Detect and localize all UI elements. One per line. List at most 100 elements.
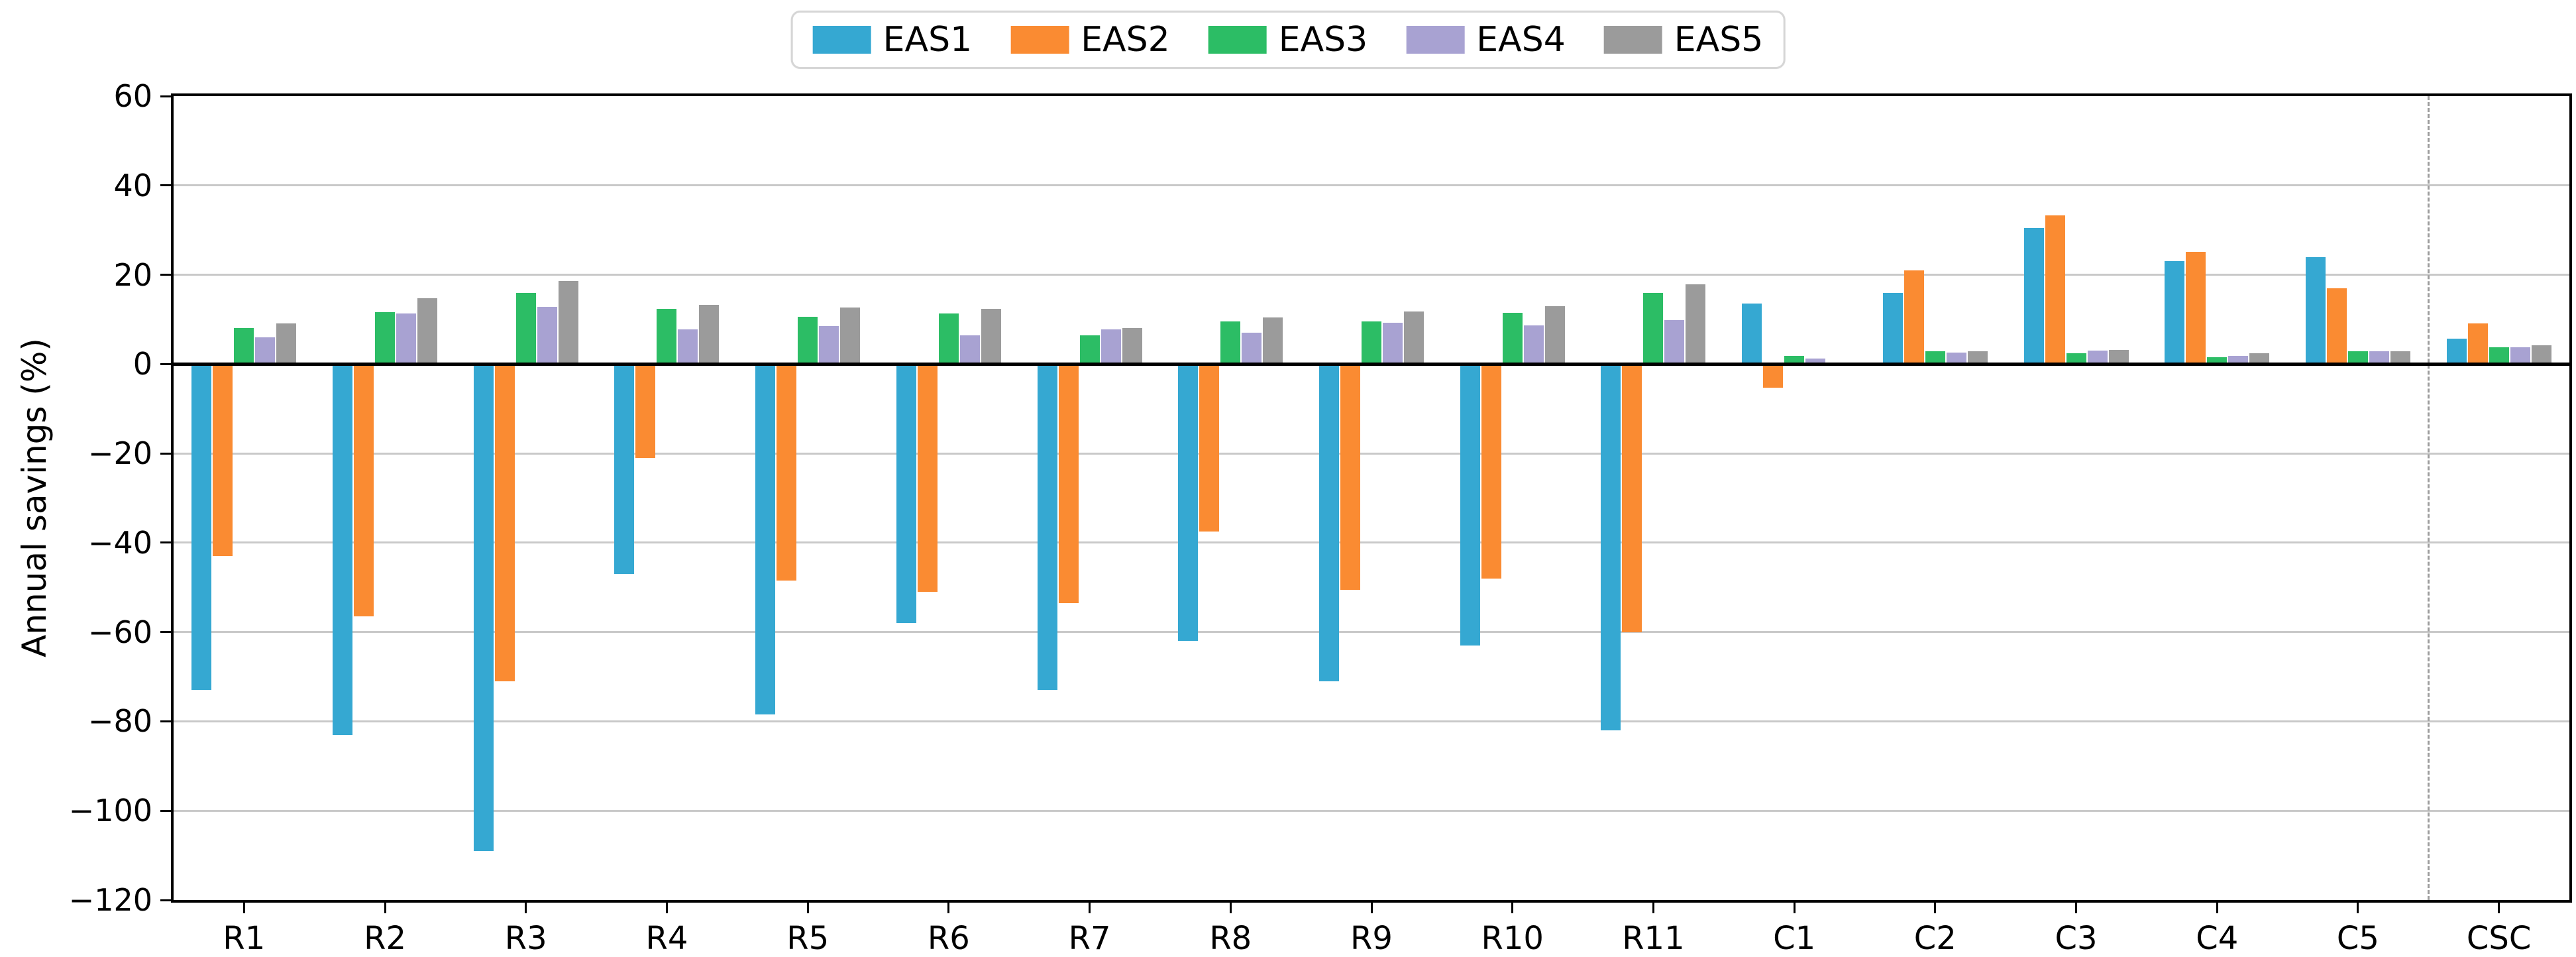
bar-eas4-r7	[1100, 329, 1121, 365]
x-tick-mark	[1652, 903, 1654, 913]
x-tick-label-r9: R9	[1350, 920, 1393, 957]
x-tick-label-r7: R7	[1068, 920, 1111, 957]
bar-eas1-csc	[2446, 338, 2467, 365]
x-tick-label-r8: R8	[1209, 920, 1252, 957]
bar-eas3-r8	[1220, 321, 1241, 365]
x-tick-label-r3: R3	[504, 920, 547, 957]
x-tick-mark	[2216, 903, 2218, 913]
bar-eas3-r2	[375, 312, 396, 365]
legend-item-eas4: EAS4	[1406, 23, 1566, 57]
legend-swatch-icon	[1010, 26, 1069, 54]
x-tick-label-c3: C3	[2055, 920, 2098, 957]
y-tick-mark	[160, 184, 171, 187]
bar-eas4-c1	[1805, 358, 1826, 365]
x-tick-mark	[242, 903, 245, 913]
bar-eas2-c1	[1763, 364, 1784, 388]
bar-eas4-c4	[2228, 355, 2249, 365]
x-tick-label-c2: C2	[1913, 920, 1957, 957]
bar-eas5-r11	[1686, 284, 1706, 365]
x-tick-mark	[665, 903, 668, 913]
x-tick-mark	[1229, 903, 1232, 913]
bar-eas4-r1	[255, 337, 276, 365]
gridline	[174, 184, 2569, 187]
right-axis-spine	[2569, 93, 2572, 903]
bar-eas5-r5	[840, 307, 861, 365]
x-tick-mark	[1793, 903, 1796, 913]
bar-eas5-c2	[1967, 351, 1988, 365]
bar-eas2-r10	[1481, 364, 1501, 579]
x-tick-mark	[947, 903, 950, 913]
y-tick-label: −120	[68, 882, 152, 918]
bar-eas3-r11	[1643, 293, 1664, 365]
legend-item-eas1: EAS1	[812, 20, 973, 60]
x-tick-mark	[1934, 903, 1937, 913]
bar-eas4-c3	[2087, 351, 2108, 365]
bar-eas3-r10	[1502, 312, 1523, 365]
y-tick-mark	[160, 631, 171, 634]
bar-eas5-r7	[1122, 327, 1142, 365]
legend-label: EAS1	[883, 20, 973, 60]
bar-eas1-c4	[2165, 261, 2185, 365]
y-tick-mark	[160, 274, 171, 276]
bar-eas5-c5	[2390, 351, 2410, 365]
x-tick-label-c1: C1	[1773, 920, 1816, 957]
y-axis-title: Annual savings (%)	[15, 338, 54, 657]
y-tick-mark	[160, 452, 171, 455]
x-tick-mark	[2075, 903, 2078, 913]
bar-eas2-r5	[777, 364, 797, 581]
bar-eas4-c5	[2369, 351, 2389, 365]
bar-eas3-r7	[1079, 335, 1100, 365]
gridline	[174, 720, 2569, 722]
bar-eas4-r5	[819, 326, 839, 365]
y-tick-label: 20	[113, 256, 152, 293]
bar-eas1-c1	[1742, 304, 1762, 365]
bar-eas5-r6	[981, 308, 1001, 365]
bar-eas2-r2	[354, 364, 374, 617]
bar-eas3-r3	[515, 292, 536, 365]
bar-eas3-r1	[234, 328, 254, 365]
x-tick-label-r6: R6	[927, 920, 970, 957]
bar-eas2-c5	[2326, 288, 2347, 365]
bar-eas4-csc	[2510, 347, 2530, 365]
y-tick-label: 40	[113, 167, 152, 203]
bar-eas3-c4	[2207, 357, 2227, 365]
x-tick-mark	[2498, 903, 2500, 913]
bar-eas5-csc	[2531, 345, 2551, 365]
legend-item-eas3: EAS3	[1208, 23, 1368, 57]
bar-eas1-r4	[614, 364, 635, 575]
bar-eas4-r4	[678, 329, 698, 365]
bar-eas5-c3	[2108, 349, 2129, 365]
bar-eas1-c5	[2305, 256, 2326, 365]
legend-swatch-icon	[1208, 26, 1267, 54]
bar-eas1-r2	[333, 364, 353, 735]
dashed-separator-line	[2427, 96, 2430, 900]
gridline	[174, 452, 2569, 455]
bar-eas3-c3	[2066, 353, 2086, 365]
bar-eas5-r2	[417, 298, 438, 365]
bar-eas4-r11	[1664, 320, 1685, 365]
legend-item-eas2: EAS2	[1010, 23, 1170, 57]
bar-eas1-r3	[473, 364, 494, 851]
x-tick-mark	[525, 903, 527, 913]
bar-eas2-c3	[2045, 215, 2065, 365]
bar-eas4-r3	[537, 307, 557, 365]
x-tick-label-r5: R5	[786, 920, 830, 957]
bar-eas2-r11	[1622, 364, 1642, 632]
bar-eas5-r1	[276, 323, 297, 365]
x-tick-label-c4: C4	[2196, 920, 2239, 957]
bar-eas5-c4	[2249, 353, 2270, 365]
zero-axis-line	[174, 362, 2569, 366]
y-tick-label: −20	[87, 435, 152, 472]
bar-eas3-r6	[938, 313, 959, 365]
bar-eas4-r9	[1383, 323, 1403, 365]
bar-eas5-r9	[1404, 311, 1424, 365]
gridline	[174, 809, 2569, 812]
y-tick-label: −100	[68, 793, 152, 829]
y-tick-label: −40	[87, 524, 152, 561]
x-tick-mark	[1089, 903, 1091, 913]
bar-eas4-r2	[396, 313, 417, 365]
x-tick-label-r11: R11	[1622, 920, 1685, 957]
x-tick-label-r2: R2	[364, 920, 406, 957]
top-axis-spine	[171, 93, 2572, 96]
